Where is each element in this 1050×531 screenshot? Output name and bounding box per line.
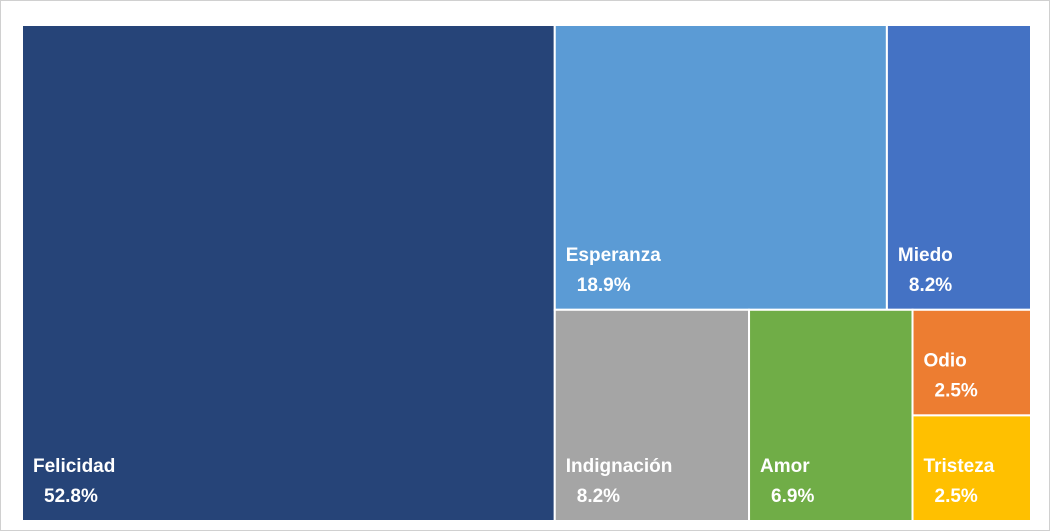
tile-label: Felicidad <box>33 456 115 477</box>
tile-value-label: 6.9% <box>771 486 814 507</box>
tile-label: Amor <box>760 456 810 477</box>
tile <box>748 308 914 522</box>
tile <box>885 24 1032 311</box>
tile-value-label: 2.5% <box>935 380 978 401</box>
tile-label: Tristeza <box>924 456 995 477</box>
tile-label: Miedo <box>898 245 953 266</box>
tile-value-label: 52.8% <box>44 486 98 507</box>
tile-label: Esperanza <box>566 245 661 266</box>
tile-value-label: 8.2% <box>909 275 952 296</box>
tile <box>911 414 1032 522</box>
tile-value-label: 2.5% <box>935 486 978 507</box>
tile-value-label: 18.9% <box>577 275 631 296</box>
tile <box>553 24 888 311</box>
tile-value-label: 8.2% <box>577 486 620 507</box>
tile <box>21 24 556 522</box>
tile <box>553 308 751 522</box>
tile-label: Indignación <box>566 456 673 477</box>
tile-label: Odio <box>924 350 967 371</box>
tile <box>911 308 1032 417</box>
